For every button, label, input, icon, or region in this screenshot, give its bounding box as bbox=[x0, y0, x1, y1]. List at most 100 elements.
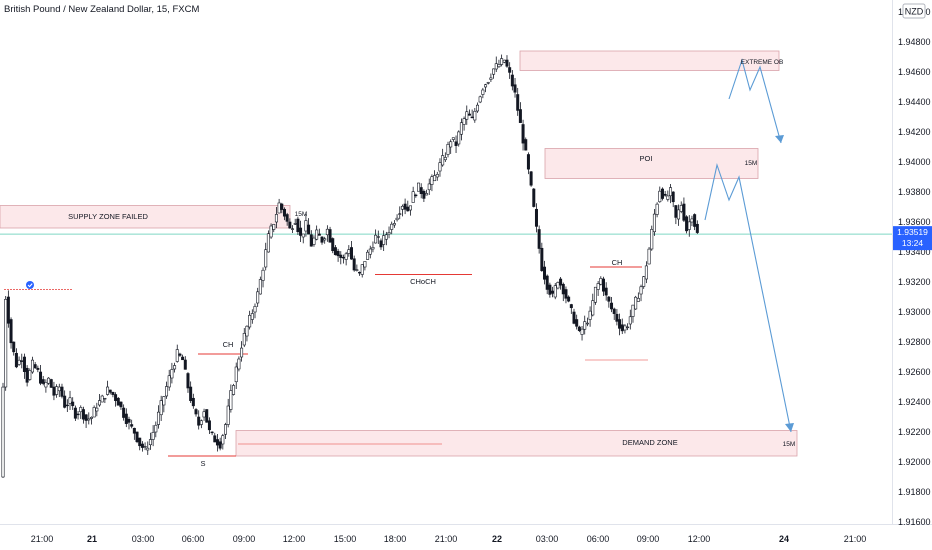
arrow-head bbox=[785, 423, 794, 432]
candle-body bbox=[379, 240, 383, 248]
candle-body bbox=[178, 353, 182, 356]
candle-body bbox=[524, 139, 528, 151]
candle-body bbox=[545, 275, 549, 290]
candle-body bbox=[266, 233, 270, 253]
candle-body bbox=[593, 286, 597, 303]
candle-body bbox=[532, 188, 536, 207]
candle-body bbox=[280, 203, 284, 210]
y-tick-label: 1.91600 bbox=[898, 517, 931, 527]
candle-body bbox=[484, 84, 488, 88]
candle-body bbox=[111, 391, 115, 395]
candle-body bbox=[71, 401, 75, 407]
candle-body bbox=[256, 291, 260, 304]
candle-body bbox=[465, 111, 469, 120]
candle-body bbox=[690, 218, 694, 223]
annotation-15m: 15M bbox=[783, 441, 796, 448]
zone-layer bbox=[0, 50, 798, 457]
annotation-poi: POI bbox=[640, 154, 653, 163]
candle-body bbox=[202, 411, 206, 418]
candle-body bbox=[277, 202, 281, 214]
projection-layer bbox=[704, 58, 794, 433]
x-tick-label: 21 bbox=[87, 534, 97, 544]
candle-body bbox=[543, 266, 547, 280]
candle-body bbox=[20, 360, 24, 362]
x-tick-label: 06:00 bbox=[182, 534, 205, 544]
candle-body bbox=[207, 420, 211, 431]
candle-body bbox=[374, 234, 378, 244]
y-tick-label: 1.94000 bbox=[898, 157, 931, 167]
candle-body bbox=[167, 375, 171, 388]
candle-body bbox=[352, 258, 356, 271]
y-tick-label: 1.92800 bbox=[898, 337, 931, 347]
candle-body bbox=[414, 194, 418, 197]
candle-body bbox=[534, 208, 538, 227]
candle-body bbox=[151, 432, 155, 440]
candle-body bbox=[502, 59, 506, 63]
candle-body bbox=[679, 205, 683, 212]
candle-body bbox=[419, 187, 423, 195]
candle-body bbox=[143, 446, 147, 448]
current-price-value: 1.93519 bbox=[897, 227, 928, 237]
candle-body bbox=[634, 296, 638, 310]
candle-body bbox=[258, 279, 262, 295]
x-tick-label: 06:00 bbox=[587, 534, 610, 544]
candle-body bbox=[615, 313, 619, 322]
candle-body bbox=[130, 424, 134, 427]
candle-body bbox=[73, 407, 77, 419]
candle-body bbox=[521, 124, 525, 144]
x-tick-label: 12:00 bbox=[688, 534, 711, 544]
candle-body bbox=[569, 304, 573, 309]
candle-body bbox=[315, 229, 319, 240]
time-axis[interactable]: 21:00 21 03:00 06:00 09:00 12:00 15:00 18:00 21:… bbox=[31, 534, 867, 544]
candle-body bbox=[14, 352, 18, 368]
candle-body bbox=[173, 365, 177, 370]
candle-body bbox=[114, 394, 118, 401]
candle-body bbox=[588, 310, 592, 320]
candle-body bbox=[467, 113, 471, 116]
candle-body bbox=[647, 248, 651, 265]
candle-body bbox=[325, 228, 329, 236]
candle-body bbox=[55, 386, 59, 395]
candle-body bbox=[494, 63, 498, 70]
candle-body bbox=[191, 397, 195, 407]
supply-zone bbox=[0, 205, 291, 229]
candle-body bbox=[682, 203, 686, 221]
candle-body bbox=[304, 220, 308, 232]
currency-badge[interactable]: NZD bbox=[902, 3, 926, 19]
candle-body bbox=[122, 407, 126, 418]
candle-body bbox=[253, 306, 257, 313]
candle-body bbox=[30, 359, 34, 373]
candle-body bbox=[671, 191, 675, 203]
alert-check-icon[interactable] bbox=[26, 281, 34, 289]
candle-body bbox=[655, 203, 659, 215]
candle-body bbox=[224, 424, 228, 435]
candle-body bbox=[564, 289, 568, 299]
candle-body bbox=[272, 224, 276, 230]
y-tick-label: 1.92600 bbox=[898, 367, 931, 377]
candle-body bbox=[349, 247, 353, 260]
candle-body bbox=[9, 319, 13, 344]
annotation-ch: CH bbox=[612, 258, 623, 267]
candle-body bbox=[52, 386, 56, 396]
candle-body bbox=[363, 261, 367, 268]
candle-body bbox=[411, 191, 415, 203]
candle-body bbox=[328, 229, 332, 243]
x-tick-label: 21:00 bbox=[31, 534, 54, 544]
candle-body bbox=[505, 59, 509, 67]
candle-body bbox=[620, 324, 624, 332]
candle-body bbox=[87, 418, 91, 421]
candle-body bbox=[636, 298, 640, 302]
y-tick-label: 1.94400 bbox=[898, 97, 931, 107]
candle-body bbox=[481, 89, 485, 95]
extreme-ob-projection bbox=[728, 58, 782, 144]
candle-body bbox=[492, 68, 496, 75]
candle-body bbox=[291, 228, 295, 230]
bar-countdown: 13:24 bbox=[902, 238, 924, 248]
candle-body bbox=[395, 217, 399, 221]
candle-body bbox=[44, 382, 48, 388]
candle-body bbox=[454, 141, 458, 146]
candle-body bbox=[553, 285, 557, 298]
price-axis[interactable]: 1.950001.948001.946001.944001.942001.940… bbox=[898, 7, 931, 527]
current-price-tag: 1.93519 13:24 bbox=[893, 226, 932, 251]
